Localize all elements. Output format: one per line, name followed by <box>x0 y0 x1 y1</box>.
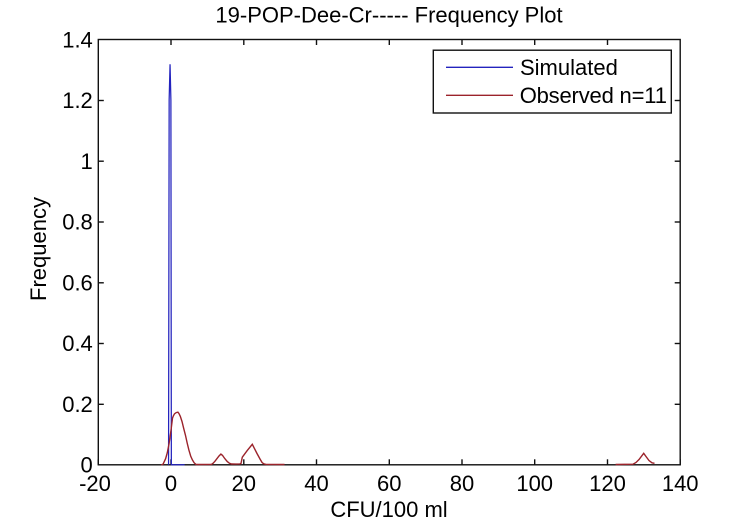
svg-text:Frequency: Frequency <box>26 197 51 301</box>
svg-text:0: 0 <box>81 452 93 477</box>
svg-text:0.2: 0.2 <box>62 392 93 417</box>
svg-text:120: 120 <box>589 471 626 496</box>
svg-text:1.2: 1.2 <box>62 88 93 113</box>
svg-text:0.6: 0.6 <box>62 270 93 295</box>
svg-text:100: 100 <box>516 471 553 496</box>
svg-text:19-POP-Dee-Cr----- Frequency P: 19-POP-Dee-Cr----- Frequency Plot <box>215 2 562 27</box>
svg-text:-20: -20 <box>79 471 111 496</box>
svg-text:1: 1 <box>81 149 93 174</box>
svg-text:20: 20 <box>232 471 256 496</box>
svg-text:0.4: 0.4 <box>62 331 93 356</box>
svg-text:140: 140 <box>662 471 699 496</box>
svg-text:Observed n=11: Observed n=11 <box>520 83 667 108</box>
svg-text:40: 40 <box>304 471 328 496</box>
svg-text:1.4: 1.4 <box>62 27 93 52</box>
svg-text:60: 60 <box>377 471 401 496</box>
svg-text:CFU/100 ml: CFU/100 ml <box>330 497 447 522</box>
svg-text:Simulated: Simulated <box>520 55 618 80</box>
svg-text:0.8: 0.8 <box>62 210 93 235</box>
svg-text:80: 80 <box>450 471 474 496</box>
svg-text:0: 0 <box>165 471 177 496</box>
